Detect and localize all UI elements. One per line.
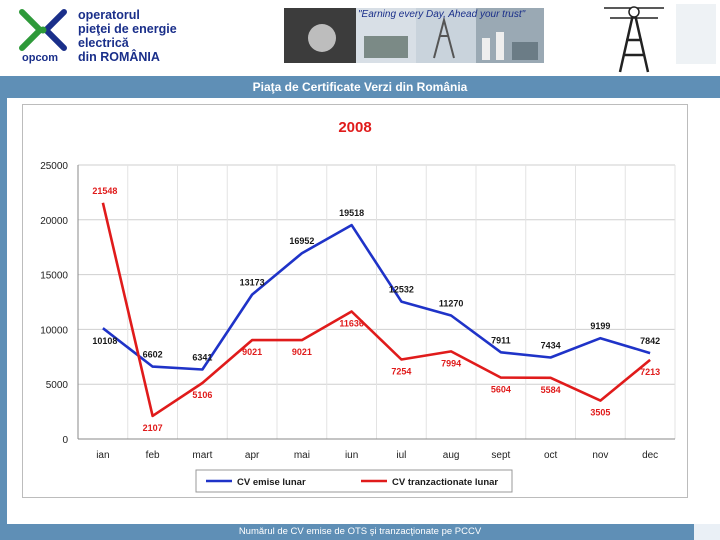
- x-tick-label-iun: iun: [345, 450, 358, 461]
- org-name-line-3: electrică: [78, 36, 129, 50]
- cv-tranzactionate-data-label-sept: 5604: [491, 385, 511, 395]
- series-line-cv-emise: [102, 223, 651, 371]
- legend-label-cv-tranzactionate: CV tranzactionate lunar: [392, 477, 498, 488]
- slide-title: Piaţa de Certificate Verzi din România: [252, 80, 468, 94]
- cv-emise-data-label-aug: 11270: [439, 298, 464, 308]
- cv-emise-data-label-iun: 19518: [339, 208, 364, 218]
- cv-emise-data-label-nov: 9199: [590, 321, 610, 331]
- org-name-line-4: din ROMÂNIA: [78, 50, 160, 64]
- y-tick-label-5000: 5000: [46, 380, 69, 391]
- org-name-line-1: operatorul: [78, 8, 140, 22]
- cv-tranzactionate-data-label-ian: 21548: [92, 186, 117, 196]
- chart-frame: 2008 0 5000 10000 15000 20000 25000 ian feb mart a…: [22, 104, 688, 498]
- cv-emise-data-label-mart: 6341: [192, 353, 212, 363]
- cv-tranzactionate-data-label-oct: 5584: [541, 385, 561, 395]
- footer-corner: [694, 524, 720, 540]
- org-name-line-2: pieţei de energie: [78, 22, 177, 36]
- logo-text: opcom: [22, 52, 59, 64]
- y-tick-label-20000: 20000: [40, 216, 68, 227]
- legend-label-cv-emise: CV emise lunar: [237, 477, 306, 488]
- cv-emise-data-label-sept: 7911: [491, 335, 511, 345]
- x-tick-label-oct: oct: [544, 450, 558, 461]
- y-tick-label-0: 0: [62, 435, 68, 446]
- cv-emise-data-label-mai: 16952: [289, 236, 314, 246]
- x-tick-label-dec: dec: [642, 450, 658, 461]
- cv-tranzactionate-data-label-iun: 11636: [339, 318, 364, 328]
- footer-bar: Numărul de CV emise de OTS şi tranzacţio…: [0, 524, 720, 540]
- cv-emise-data-label-iul: 12532: [389, 285, 414, 295]
- y-tick-label-10000: 10000: [40, 325, 68, 336]
- cv-emise-data-label-feb: 6602: [143, 350, 163, 360]
- cv-tranzactionate-data-label-dec: 7213: [640, 367, 660, 377]
- cv-tranzactionate-data-label-nov: 3505: [590, 408, 610, 418]
- y-tick-label-15000: 15000: [40, 271, 68, 282]
- cv-tranzactionate-data-label-mart: 5106: [192, 390, 212, 400]
- cv-tranzactionate-data-label-mai: 9021: [292, 347, 312, 357]
- x-tick-label-mai: mai: [294, 450, 310, 461]
- cv-tranzactionate-data-label-aug: 7994: [441, 358, 461, 368]
- x-tick-label-feb: feb: [146, 450, 160, 461]
- wind-turbine-thumbnail: [676, 4, 716, 64]
- energy-photo-strip: [284, 8, 544, 63]
- slogan: "Earning every Day, Ahead your trust": [358, 9, 526, 20]
- cv-tranzactionate-data-label-iul: 7254: [391, 366, 411, 376]
- legend-box: [195, 469, 513, 493]
- cv-tranzactionate-data-label-apr: 9021: [242, 347, 262, 357]
- header: opcom operatorul pieţei de energie elect…: [0, 0, 720, 74]
- x-tick-label-ian: ian: [96, 450, 109, 461]
- series-line-cv-tranzactionate: [101, 202, 651, 418]
- x-tick-label-iul: iul: [396, 450, 406, 461]
- cv-emise-data-label-oct: 7434: [541, 341, 561, 351]
- opcom-logo-icon: [19, 9, 67, 51]
- x-tick-label-mart: mart: [192, 450, 212, 461]
- x-tick-label-sept: sept: [491, 450, 510, 461]
- cv-emise-data-label-dec: 7842: [640, 336, 660, 346]
- cv-emise-data-label-apr: 13173: [240, 278, 265, 288]
- y-tick-label-25000: 25000: [40, 161, 68, 172]
- x-tick-label-apr: apr: [245, 450, 260, 461]
- slide-title-bar: Piaţa de Certificate Verzi din România: [0, 76, 720, 98]
- cv-tranzactionate-data-label-feb: 2107: [143, 423, 163, 433]
- pylon-figure-icon: [604, 6, 664, 73]
- cv-emise-data-label-ian: 10108: [92, 336, 117, 346]
- x-tick-label-nov: nov: [592, 450, 608, 461]
- left-accent-strip: [0, 98, 7, 524]
- x-tick-label-aug: aug: [443, 450, 460, 461]
- chart-title: 2008: [338, 119, 371, 136]
- footer-caption: Numărul de CV emise de OTS şi tranzacţio…: [238, 526, 482, 537]
- line-chart: 2008 0 5000 10000 15000 20000 25000 ian feb mart a…: [40, 119, 676, 493]
